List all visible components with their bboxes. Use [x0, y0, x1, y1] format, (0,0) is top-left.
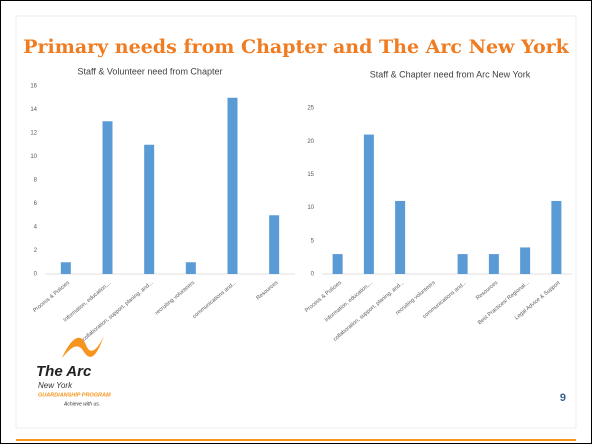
- y-tick-label: 2: [34, 248, 38, 254]
- slide-border: [15, 15, 577, 429]
- y-tick-label: 20: [307, 139, 314, 145]
- page-number: 9: [560, 392, 566, 404]
- logo-name: The Arc: [36, 363, 92, 380]
- logo: The Arc New York GUARDIANSHIP PROGRAM Ac…: [36, 336, 111, 407]
- bar: [520, 247, 531, 274]
- y-tick-label: 25: [307, 106, 314, 112]
- bar: [488, 254, 499, 274]
- bar: [60, 262, 71, 274]
- y-tick-label: 10: [307, 205, 314, 211]
- y-tick-label: 0: [311, 272, 315, 278]
- y-tick-label: 0: [34, 272, 38, 278]
- y-tick-label: 16: [30, 84, 37, 90]
- logo-region: New York: [38, 381, 73, 390]
- bar: [551, 200, 562, 274]
- bar: [332, 254, 343, 274]
- y-tick-label: 14: [30, 107, 37, 113]
- y-tick-label: 12: [30, 131, 37, 137]
- y-tick-label: 10: [30, 154, 37, 160]
- chart-title: Staff & Chapter need from Arc New York: [370, 69, 531, 79]
- bar: [395, 200, 406, 274]
- y-tick-label: 4: [34, 225, 38, 231]
- bar: [144, 144, 155, 274]
- bar: [269, 215, 280, 274]
- logo-program: GUARDIANSHIP PROGRAM: [38, 392, 111, 398]
- y-tick-label: 8: [34, 178, 38, 184]
- slide-title: Primary needs from Chapter and The Arc N…: [23, 36, 569, 58]
- bar: [102, 121, 113, 274]
- y-tick-label: 5: [311, 238, 315, 244]
- bar: [457, 254, 468, 274]
- bar: [227, 97, 238, 274]
- bar: [363, 134, 374, 274]
- logo-swoosh: [62, 336, 104, 358]
- bar: [185, 262, 196, 274]
- chart-title: Staff & Volunteer need from Chapter: [78, 66, 223, 76]
- y-tick-label: 15: [307, 172, 314, 178]
- y-tick-label: 6: [34, 201, 38, 207]
- logo-tagline: Achieve with us.: [63, 401, 100, 407]
